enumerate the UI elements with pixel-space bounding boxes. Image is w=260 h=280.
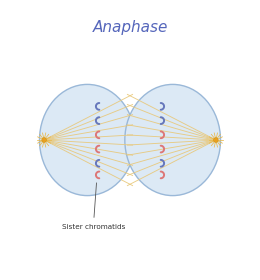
- Ellipse shape: [213, 138, 218, 142]
- Ellipse shape: [42, 138, 47, 142]
- Text: Sister chromatids: Sister chromatids: [62, 224, 126, 230]
- Text: Anaphase: Anaphase: [92, 20, 168, 35]
- Ellipse shape: [40, 84, 135, 196]
- Ellipse shape: [125, 84, 220, 196]
